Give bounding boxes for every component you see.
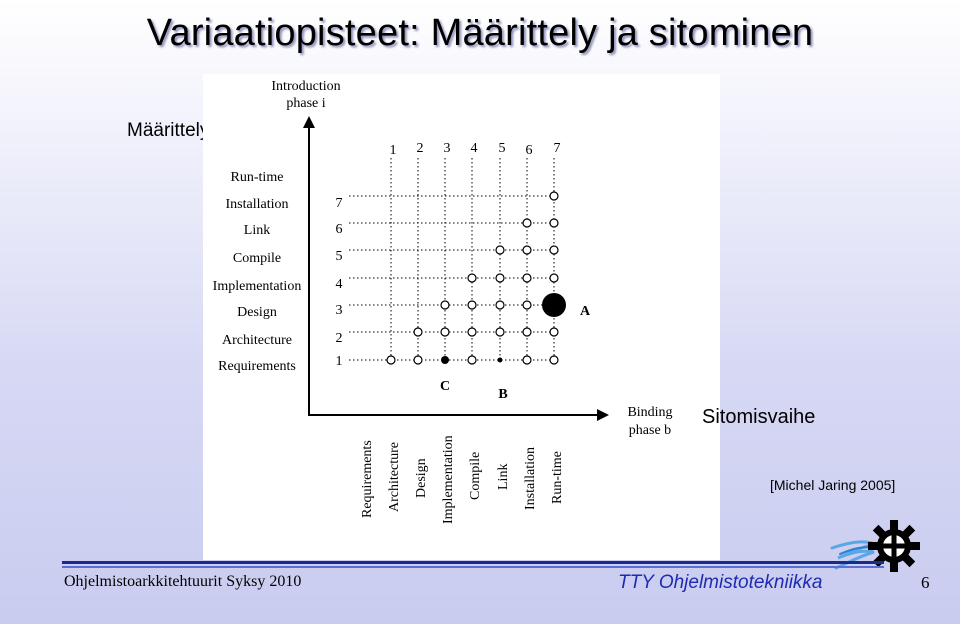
open-point — [495, 327, 505, 337]
open-point — [413, 327, 423, 337]
row-number: 1 — [336, 354, 343, 369]
point-label-a: A — [580, 304, 591, 319]
column-label: Architecture — [387, 442, 402, 512]
column-number: 6 — [526, 143, 533, 158]
open-point — [522, 327, 532, 337]
row-labels: Requirements Architecture Design Impleme… — [213, 170, 302, 374]
row-number: 3 — [336, 303, 343, 318]
column-label: Design — [414, 458, 429, 498]
column-label: Run-time — [550, 451, 565, 504]
row-label: Link — [244, 223, 270, 238]
point-a — [542, 293, 566, 317]
open-point — [522, 273, 532, 283]
filled-point — [441, 356, 449, 364]
open-point — [413, 355, 423, 365]
column-label: Requirements — [360, 440, 375, 518]
x-axis-title-line2: phase b — [629, 423, 671, 438]
row-label: Compile — [233, 251, 281, 266]
open-point — [549, 218, 559, 228]
open-point — [467, 327, 477, 337]
footer-divider-accent — [62, 566, 884, 568]
open-point — [440, 300, 450, 310]
diagram-svg: Introduction phase i Binding phase b 1 2… — [213, 79, 673, 524]
column-label: Compile — [468, 452, 483, 500]
open-point — [549, 273, 559, 283]
open-point — [495, 273, 505, 283]
row-number: 6 — [336, 222, 343, 237]
open-point — [549, 327, 559, 337]
column-number: 1 — [390, 143, 397, 158]
open-point — [495, 300, 505, 310]
open-point — [495, 245, 505, 255]
row-number: 7 — [336, 196, 343, 211]
open-point — [467, 273, 477, 283]
column-label: Implementation — [441, 435, 456, 524]
open-point — [522, 245, 532, 255]
footer-divider — [62, 561, 884, 564]
binding-phase-label: Sitomisvaihe — [702, 406, 816, 428]
open-point — [522, 218, 532, 228]
open-point — [549, 191, 559, 201]
open-point — [549, 245, 559, 255]
row-label: Run-time — [231, 170, 284, 185]
gear-logo-icon — [830, 520, 920, 572]
open-point — [440, 327, 450, 337]
filled-point — [497, 357, 503, 363]
y-axis-title-line1: Introduction — [271, 79, 340, 94]
grid-points — [386, 191, 566, 365]
open-point — [522, 355, 532, 365]
column-numbers: 1 2 3 4 5 6 7 — [390, 141, 561, 158]
point-label-c: C — [440, 379, 450, 394]
row-label: Installation — [226, 197, 289, 212]
y-axis-title-line2: phase i — [286, 96, 325, 111]
row-number: 4 — [336, 277, 343, 292]
point-label-b: B — [498, 387, 507, 402]
course-name: Ohjelmistoarkkitehtuurit Syksy 2010 — [64, 573, 302, 590]
column-number: 5 — [499, 141, 506, 156]
column-number: 3 — [444, 141, 451, 156]
page-number: 6 — [921, 573, 930, 592]
row-label: Implementation — [213, 279, 302, 294]
column-labels: Requirements Architecture Design Impleme… — [360, 435, 565, 524]
open-point — [549, 355, 559, 365]
open-point — [467, 355, 477, 365]
x-axis-title-line1: Binding — [627, 405, 672, 420]
page-title: Variaatiopisteet: Määrittely ja sitomine… — [146, 12, 814, 54]
open-point — [467, 300, 477, 310]
open-point — [386, 355, 396, 365]
column-number: 7 — [554, 141, 561, 156]
row-numbers: 1 2 3 4 5 6 7 — [336, 196, 343, 369]
citation: [Michel Jaring 2005] — [770, 477, 896, 493]
row-number: 5 — [336, 249, 343, 264]
column-number: 4 — [471, 141, 478, 156]
open-point — [522, 300, 532, 310]
column-number: 2 — [417, 141, 424, 156]
binding-diagram: Introduction phase i Binding phase b 1 2… — [203, 74, 720, 560]
row-label: Design — [237, 305, 277, 320]
row-label: Architecture — [222, 333, 292, 348]
grid-lines — [349, 158, 555, 361]
row-label: Requirements — [218, 359, 296, 374]
row-number: 2 — [336, 331, 343, 346]
column-label: Installation — [523, 447, 538, 510]
organization-name: TTY Ohjelmistotekniikka — [618, 572, 823, 593]
column-label: Link — [496, 464, 511, 490]
